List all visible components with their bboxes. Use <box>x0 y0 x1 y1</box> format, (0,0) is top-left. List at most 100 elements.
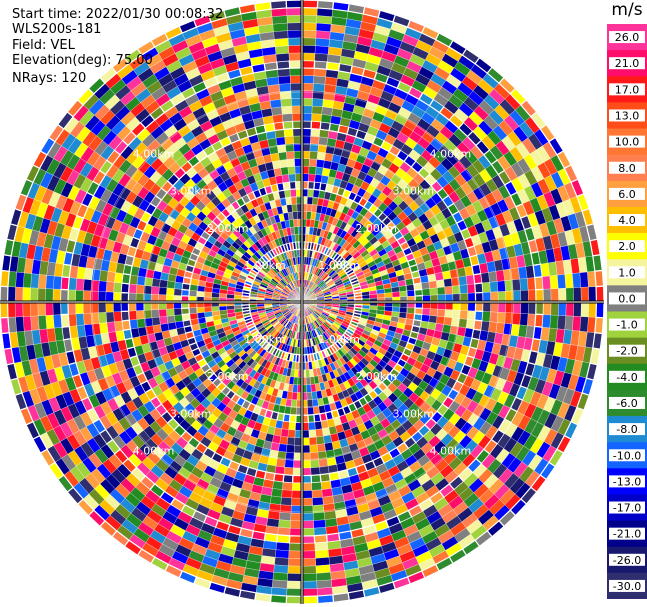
velocity-bin <box>301 588 318 597</box>
velocity-bin <box>106 271 116 283</box>
velocity-bin <box>151 309 160 318</box>
velocity-bin <box>420 275 429 284</box>
velocity-bin <box>301 528 315 537</box>
velocity-bin <box>316 572 332 582</box>
colorbar: 26.021.017.013.010.08.06.04.02.01.00.0-1… <box>607 24 647 599</box>
velocity-bin <box>301 535 316 545</box>
velocity-bin <box>287 22 303 31</box>
velocity-bin <box>82 290 92 303</box>
velocity-bin <box>332 0 350 12</box>
velocity-bin <box>7 286 16 303</box>
velocity-bin <box>286 151 295 160</box>
colorbar-tick-label: 2.0 <box>618 240 636 253</box>
velocity-bin <box>158 308 167 318</box>
velocity-bin <box>288 558 303 567</box>
velocity-bins <box>0 0 605 605</box>
velocity-bin <box>436 316 445 325</box>
velocity-bin <box>459 284 469 294</box>
velocity-bin <box>279 159 288 168</box>
velocity-bin <box>284 459 294 469</box>
velocity-bin <box>0 301 9 319</box>
velocity-bin <box>159 279 168 288</box>
velocity-bin <box>291 490 303 499</box>
velocity-bin <box>282 482 293 491</box>
velocity-bin <box>311 482 322 491</box>
velocity-bin <box>288 543 303 552</box>
velocity-bin <box>301 550 316 559</box>
velocity-bin <box>489 281 499 293</box>
velocity-bin <box>114 272 124 284</box>
velocity-bin <box>588 286 597 303</box>
velocity-bin <box>275 136 286 146</box>
velocity-bin <box>37 315 47 330</box>
velocity-bin <box>443 278 453 288</box>
velocity-bin <box>316 436 325 445</box>
velocity-bin <box>288 37 303 46</box>
velocity-bin <box>320 420 329 429</box>
velocity-bin <box>565 287 574 303</box>
range-ring-label: 2.00km <box>207 370 249 383</box>
velocity-bin <box>301 105 313 114</box>
velocity-bin <box>275 549 290 559</box>
velocity-bin <box>278 75 291 85</box>
velocity-bin <box>37 274 47 289</box>
velocity-bin <box>316 151 326 161</box>
velocity-bin <box>278 519 291 529</box>
velocity-bin <box>114 320 124 332</box>
velocity-bin <box>151 278 161 288</box>
velocity-bin <box>488 271 498 283</box>
velocity-bin <box>308 437 318 446</box>
velocity-bin <box>0 285 9 303</box>
velocity-bin <box>572 272 582 288</box>
velocity-bin <box>15 316 25 333</box>
velocity-bin <box>30 273 40 289</box>
velocity-bin <box>281 174 290 183</box>
velocity-bin <box>280 166 289 176</box>
velocity-bin <box>275 175 284 184</box>
velocity-bin <box>106 321 116 333</box>
velocity-bin <box>315 428 324 438</box>
velocity-bin <box>173 308 182 316</box>
velocity-bin <box>0 332 12 350</box>
velocity-bin <box>0 269 10 288</box>
velocity-bin <box>312 83 326 92</box>
velocity-bin <box>572 316 582 332</box>
velocity-bin <box>286 7 303 16</box>
colorbar-tick-label: -21.0 <box>613 528 641 541</box>
velocity-bin <box>316 159 325 168</box>
velocity-bin <box>543 288 552 303</box>
velocity-bin <box>67 289 76 303</box>
velocity-bin <box>276 60 291 70</box>
velocity-bin <box>573 301 582 317</box>
velocity-bin <box>318 136 329 146</box>
velocity-bin <box>316 594 335 605</box>
velocity-bin <box>291 203 298 213</box>
velocity-bin <box>301 497 313 506</box>
velocity-bin <box>321 488 333 498</box>
velocity-bin <box>287 30 303 39</box>
velocity-bin <box>75 290 84 303</box>
velocity-bin <box>421 281 430 290</box>
velocity-bin <box>306 384 312 393</box>
velocity-bin <box>14 286 24 303</box>
velocity-bin <box>288 422 296 431</box>
velocity-bin <box>429 308 438 317</box>
velocity-bin <box>321 106 333 116</box>
range-ring-label: 4.00km <box>133 148 175 161</box>
velocity-bin <box>312 497 324 506</box>
velocity-bin <box>274 37 289 47</box>
velocity-bin <box>269 99 282 109</box>
velocity-bin <box>437 286 446 296</box>
velocity-bin <box>490 301 499 313</box>
velocity-bin <box>301 82 314 92</box>
range-ring-label: 2.00km <box>207 222 249 235</box>
velocity-bin <box>286 588 303 597</box>
velocity-bin <box>305 369 311 378</box>
velocity-bin <box>254 0 272 12</box>
velocity-bin <box>301 52 316 61</box>
velocity-bin <box>315 37 330 47</box>
velocity-bin <box>434 272 444 281</box>
colorbar-tick-label: -8.0 <box>616 423 637 436</box>
velocity-bin <box>592 254 604 272</box>
velocity-bin <box>22 287 31 303</box>
